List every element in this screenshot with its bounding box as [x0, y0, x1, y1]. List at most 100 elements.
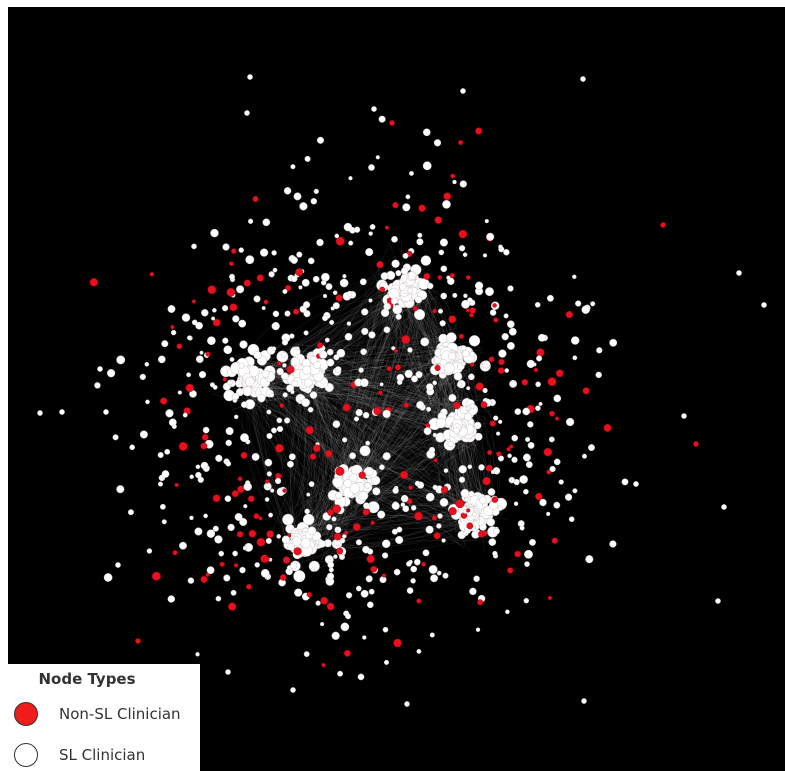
- network-edge: [312, 384, 441, 461]
- sl-clinician-node: [348, 240, 354, 246]
- sl-clinician-node: [127, 509, 134, 516]
- sl-clinician-node: [296, 251, 303, 258]
- sl-clinician-node: [511, 434, 519, 442]
- sl-clinician-node: [341, 437, 348, 443]
- non-sl-clinician-node: [554, 416, 560, 421]
- sl-clinician-node: [346, 321, 352, 326]
- sl-clinician-node: [146, 548, 153, 554]
- sl-clinician-node: [505, 609, 510, 615]
- sl-clinician-node: [432, 484, 438, 491]
- sl-clinician-node: [568, 516, 575, 523]
- network-edge: [306, 366, 448, 556]
- network-edge: [340, 300, 392, 538]
- sl-clinician-node: [345, 613, 352, 620]
- sl-clinician-node: [358, 490, 369, 501]
- network-edge: [380, 303, 458, 410]
- non-sl-clinician-node: [660, 222, 666, 228]
- network-edge: [352, 289, 390, 443]
- non-sl-clinician-node: [521, 379, 529, 386]
- network-edge: [249, 361, 482, 521]
- sl-clinician-node: [523, 597, 530, 604]
- sl-clinician-node: [212, 307, 217, 313]
- network-edge: [273, 393, 330, 529]
- sl-clinician-node: [215, 454, 223, 462]
- sl-clinician-node: [413, 558, 421, 566]
- sl-clinician-node: [400, 502, 406, 508]
- non-sl-clinician-node: [434, 216, 442, 224]
- sl-clinician-node: [303, 330, 309, 336]
- non-sl-clinician-node: [509, 444, 514, 449]
- sl-clinician-node: [575, 300, 582, 307]
- non-sl-clinician-node: [222, 377, 228, 382]
- non-sl-clinician-node: [477, 599, 484, 606]
- sl-clinician-node: [736, 270, 742, 276]
- network-edge: [285, 388, 335, 491]
- non-sl-clinician-node: [219, 561, 225, 567]
- sl-clinician-node: [290, 389, 295, 395]
- sl-clinician-node: [339, 278, 349, 288]
- non-sl-clinician-node: [279, 574, 287, 581]
- sl-clinician-node: [369, 224, 376, 230]
- sl-clinician-node: [165, 409, 174, 418]
- sl-clinician-node: [325, 283, 333, 291]
- non-sl-clinician-node: [412, 305, 418, 312]
- sl-clinician-node: [411, 375, 418, 383]
- sl-clinician-node: [361, 327, 369, 336]
- sl-clinician-node: [524, 549, 533, 559]
- network-edge: [252, 397, 495, 496]
- non-sl-clinician-node: [228, 261, 234, 267]
- sl-clinician-node: [501, 333, 509, 341]
- sl-clinician-node: [272, 267, 278, 273]
- sl-clinician-node: [363, 502, 370, 510]
- non-sl-clinician-node: [305, 426, 314, 435]
- sl-clinician-node: [313, 361, 321, 370]
- non-sl-clinician-node: [465, 308, 470, 313]
- sl-clinician-node: [498, 419, 503, 424]
- network-edge: [303, 299, 403, 537]
- sl-clinician-node: [245, 255, 255, 265]
- sl-clinician-node: [211, 316, 216, 321]
- sl-clinician-node: [392, 487, 399, 494]
- network-edge: [353, 438, 454, 537]
- sl-clinician-node: [230, 589, 237, 596]
- sl-clinician-node: [212, 384, 218, 390]
- sl-clinician-node: [272, 310, 280, 318]
- non-sl-clinician-node: [378, 390, 383, 395]
- sl-clinician-node: [161, 340, 169, 348]
- sl-clinician-node: [522, 453, 531, 462]
- sl-clinician-node: [232, 550, 238, 557]
- sl-clinician-node: [503, 249, 510, 256]
- sl-clinician-node: [191, 243, 197, 250]
- non-sl-clinician-node: [379, 286, 386, 293]
- sl-clinician-node: [443, 362, 455, 374]
- sl-clinician-node: [448, 393, 457, 402]
- sl-clinician-node: [506, 341, 515, 350]
- non-sl-clinician-node: [543, 447, 553, 457]
- non-sl-clinician-node: [295, 268, 304, 277]
- sl-clinician-node: [475, 627, 481, 632]
- non-sl-clinician-node: [582, 387, 590, 395]
- non-sl-clinician-node: [485, 464, 493, 472]
- network-edge: [333, 353, 437, 396]
- non-sl-clinician-node: [237, 476, 243, 482]
- sl-clinician-node: [487, 488, 496, 496]
- network-edge: [320, 368, 441, 553]
- sl-clinician-node: [497, 455, 505, 462]
- sl-clinician-node: [410, 578, 416, 584]
- sl-clinician-node: [440, 292, 448, 300]
- sl-clinician-node: [511, 456, 518, 463]
- sl-clinician-node: [534, 301, 541, 308]
- sl-clinician-node: [223, 574, 231, 582]
- network-edge: [241, 394, 460, 507]
- sl-clinician-node: [529, 538, 536, 546]
- sl-clinician-node: [359, 278, 367, 286]
- sl-clinician-node: [223, 345, 233, 355]
- sl-clinician-node: [316, 136, 325, 144]
- network-edge: [260, 306, 386, 388]
- network-edge: [299, 337, 448, 536]
- non-sl-clinician-node: [248, 529, 257, 538]
- non-sl-clinician-node: [431, 515, 438, 521]
- sl-clinician-node: [332, 302, 340, 310]
- sl-clinician-node: [337, 670, 344, 677]
- non-sl-clinician-node: [326, 602, 335, 611]
